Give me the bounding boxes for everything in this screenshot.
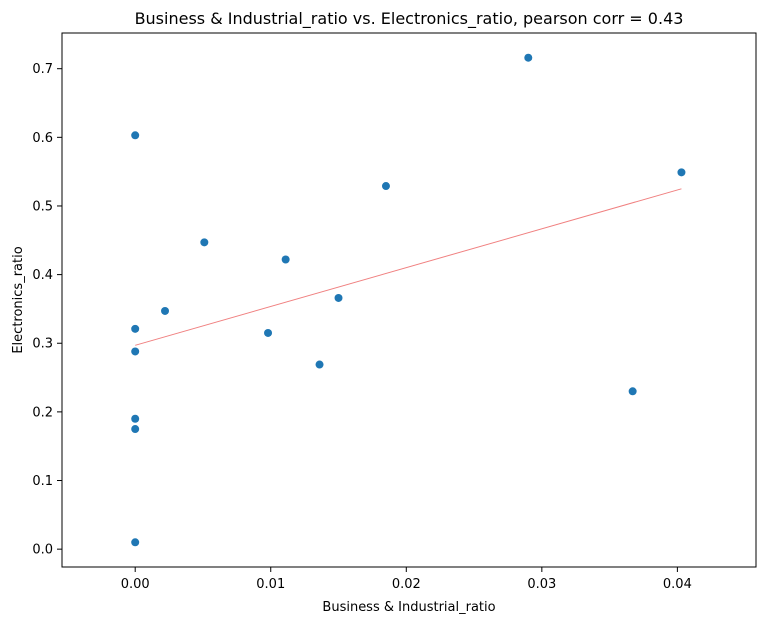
- x-tick-label: 0.03: [527, 577, 556, 592]
- data-point: [264, 328, 273, 337]
- data-point: [131, 324, 140, 333]
- y-tick-label: 0.7: [32, 62, 53, 77]
- data-point: [131, 131, 140, 140]
- data-point: [161, 306, 170, 315]
- x-axis-label: Business & Industrial_ratio: [322, 600, 495, 615]
- data-point: [281, 255, 290, 264]
- y-tick-label: 0.1: [32, 474, 53, 489]
- data-point: [524, 53, 533, 62]
- y-tick-label: 0.4: [32, 268, 53, 283]
- data-point: [381, 182, 390, 191]
- plot-area-frame: [61, 32, 757, 568]
- data-point: [131, 538, 140, 547]
- data-points-group: [131, 53, 686, 547]
- x-tick-label: 0.02: [392, 577, 421, 592]
- y-axis-ticks: 0.0 0.1 0.2 0.3 0.4 0.5 0.6 0.7: [32, 62, 62, 558]
- regression-line-group: [135, 188, 682, 346]
- y-tick-label: 0.2: [32, 405, 53, 420]
- y-tick-label: 0.6: [32, 131, 53, 146]
- x-tick-label: 0.01: [256, 577, 285, 592]
- x-tick-label: 0.00: [121, 577, 150, 592]
- data-point: [628, 387, 637, 396]
- x-tick-label: 0.04: [663, 577, 692, 592]
- data-point: [131, 347, 140, 356]
- data-point: [131, 414, 140, 423]
- x-axis-ticks: 0.00 0.01 0.02 0.03 0.04: [121, 567, 692, 592]
- y-tick-label: 0.5: [32, 199, 53, 214]
- data-point: [315, 360, 324, 369]
- y-tick-label: 0.3: [32, 337, 53, 352]
- y-tick-label: 0.0: [32, 543, 53, 558]
- chart-title: Business & Industrial_ratio vs. Electron…: [135, 9, 684, 29]
- data-point: [334, 293, 343, 302]
- data-point: [131, 425, 140, 434]
- data-point: [677, 168, 686, 177]
- data-point: [200, 238, 209, 247]
- y-axis-label: Electronics_ratio: [11, 246, 26, 353]
- regression-line: [135, 188, 682, 346]
